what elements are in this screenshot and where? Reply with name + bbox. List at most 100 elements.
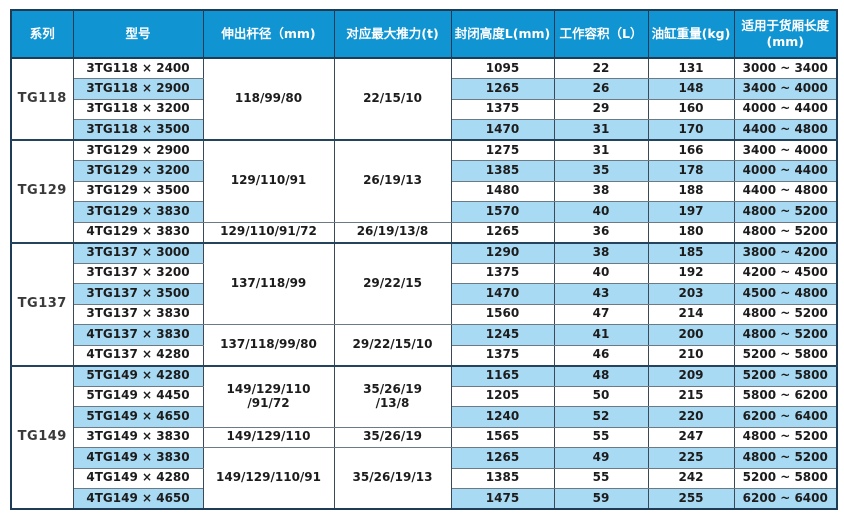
- table-row: 4TG137 × 3830 137/118/99/80 29/22/15/10 124…: [11, 324, 838, 366]
- cylinder-weight-cell: 242: [647, 467, 735, 489]
- cylinder-weight-cell: 210: [647, 344, 735, 366]
- working-volume-cell: 26: [553, 78, 649, 100]
- model-cell: 4TG137 × 3830: [72, 324, 204, 346]
- cylinder-weight-cell: 215: [647, 385, 735, 407]
- model-cell: 4TG149 × 4280: [72, 467, 204, 489]
- table-row: 3TG149 × 3830 149/129/110 35/26/19 1565 55 24…: [11, 426, 838, 448]
- column-header-model: 型号: [72, 10, 204, 59]
- box-length-cell: 5800 ~ 6200: [733, 385, 838, 407]
- model-cell: 3TG118 × 2400: [72, 57, 204, 79]
- working-volume-cell: 31: [553, 139, 649, 161]
- closed-height-cell: 1475: [450, 488, 555, 510]
- model-cell: 3TG118 × 3200: [72, 98, 204, 120]
- table-row: 3TG137 × 3830 1560 47 214 4800 ~ 5200: [11, 303, 838, 325]
- working-volume-cell: 48: [553, 364, 649, 387]
- closed-height-cell: 1265: [450, 447, 555, 469]
- box-length-cell: 4400 ~ 4800: [733, 180, 838, 202]
- cylinder-weight-cell: 214: [647, 303, 735, 325]
- working-volume-cell: 49: [553, 447, 649, 469]
- cylinder-weight-cell: 255: [647, 488, 735, 510]
- box-length-cell: 5200 ~ 5800: [733, 467, 838, 489]
- cylinder-weight-cell: 160: [647, 98, 735, 120]
- table-row: TG149 5TG149 × 4280 149/129/110/91/72 35/26…: [10, 364, 838, 510]
- table-row: 4TG149 × 4650 1475 59 255 6200 ~ 6400: [11, 488, 838, 510]
- working-volume-cell: 40: [553, 262, 649, 284]
- rod-diameter-cell: 149/129/110/91/72: [202, 364, 335, 428]
- working-volume-cell: 40: [553, 201, 649, 223]
- model-cell: 3TG149 × 3830: [72, 426, 204, 448]
- table-body: TG118 3TG118 × 2400 118/99/80 22/15/10 1095 2…: [10, 57, 838, 510]
- table-row: 5TG149 × 4650 1240 52 220 6200 ~ 6400: [11, 406, 838, 428]
- model-cell: 3TG137 × 3500: [72, 283, 204, 305]
- working-volume-cell: 43: [553, 283, 649, 305]
- cylinder-weight-cell: 192: [647, 262, 735, 284]
- max-thrust-cell: 35/26/19: [333, 426, 452, 448]
- column-header-thrust: 对应最大推力(t): [333, 10, 452, 59]
- rod-diameter-cell: 129/110/91: [202, 139, 335, 223]
- header-row: 系列 型号 伸出杆径（mm) 对应最大推力(t) 封闭高度L(mm) 工作容积（L） 油缸重…: [10, 10, 838, 59]
- cylinder-weight-cell: 170: [647, 119, 735, 141]
- working-volume-cell: 47: [553, 303, 649, 325]
- column-header-volume: 工作容积（L）: [553, 10, 649, 59]
- table-row: 3TG137 × 3500 1470 43 203 4500 ~ 4800: [11, 283, 838, 305]
- box-length-cell: 4800 ~ 5200: [733, 447, 838, 469]
- cylinder-weight-cell: 220: [647, 406, 735, 428]
- working-volume-cell: 46: [553, 344, 649, 366]
- closed-height-cell: 1275: [450, 139, 555, 161]
- closed-height-cell: 1095: [450, 57, 555, 79]
- table-row: TG118 3TG118 × 2400 118/99/80 22/15/10 1095 2…: [10, 57, 838, 141]
- closed-height-cell: 1265: [450, 78, 555, 100]
- closed-height-cell: 1375: [450, 262, 555, 284]
- series-cell: TG118: [10, 57, 74, 141]
- cylinder-weight-cell: 180: [647, 221, 735, 243]
- table-row: 3TG137 × 3200 1375 40 192 4200 ~ 4500: [11, 262, 838, 284]
- max-thrust-cell: 29/22/15/10: [333, 324, 452, 366]
- table-row: TG137 3TG137 × 3000 137/118/99 29/22/15 1290…: [10, 241, 838, 366]
- max-thrust-cell: 35/26/19/13/8: [333, 364, 452, 428]
- model-cell: 5TG149 × 4450: [72, 385, 204, 407]
- model-cell: 3TG118 × 3500: [72, 119, 204, 141]
- model-cell: 3TG129 × 3500: [72, 180, 204, 202]
- max-thrust-cell: 29/22/15: [333, 241, 452, 325]
- cylinder-weight-cell: 197: [647, 201, 735, 223]
- cylinder-weight-cell: 203: [647, 283, 735, 305]
- table-row: 4TG129 × 3830 129/110/91/72 26/19/13/8 1265…: [11, 221, 838, 243]
- model-cell: 4TG129 × 3830: [72, 221, 204, 243]
- model-cell: 3TG129 × 3830: [72, 201, 204, 223]
- box-length-cell: 6200 ~ 6400: [733, 488, 838, 510]
- working-volume-cell: 38: [553, 180, 649, 202]
- closed-height-cell: 1560: [450, 303, 555, 325]
- table-row: 3TG129 × 3200 1385 35 178 4000 ~ 4400: [11, 160, 838, 182]
- working-volume-cell: 55: [553, 467, 649, 489]
- table-row: TG129 3TG129 × 2900 129/110/91 26/19/13 1275…: [10, 139, 838, 243]
- column-header-weight: 油缸重量(kg): [647, 10, 735, 59]
- column-header-series: 系列: [10, 10, 74, 59]
- rod-diameter-cell: 129/110/91/72: [202, 221, 335, 243]
- box-length-cell: 3400 ~ 4000: [733, 78, 838, 100]
- table-row: 3TG118 × 2900 1265 26 148 3400 ~ 4000: [11, 78, 838, 100]
- table-row: 3TG118 × 3500 1470 31 170 4400 ~ 4800: [11, 119, 838, 141]
- table-row: 5TG149 × 4450 1205 50 215 5800 ~ 6200: [11, 385, 838, 407]
- box-length-cell: 4800 ~ 5200: [733, 426, 838, 448]
- series-cell: TG137: [10, 241, 74, 366]
- box-length-cell: 4800 ~ 5200: [733, 221, 838, 243]
- cylinder-weight-cell: 178: [647, 160, 735, 182]
- box-length-cell: 3000 ~ 3400: [733, 57, 838, 79]
- max-thrust-cell: 26/19/13/8: [333, 221, 452, 243]
- table-row: 3TG129 × 3830 1570 40 197 4800 ~ 5200: [11, 201, 838, 223]
- working-volume-cell: 22: [553, 57, 649, 79]
- working-volume-cell: 50: [553, 385, 649, 407]
- closed-height-cell: 1385: [450, 467, 555, 489]
- box-length-cell: 4800 ~ 5200: [733, 201, 838, 223]
- rod-diameter-cell: 118/99/80: [202, 57, 335, 141]
- spec-table: 系列 型号 伸出杆径（mm) 对应最大推力(t) 封闭高度L(mm) 工作容积（L） 油缸重…: [10, 9, 838, 510]
- closed-height-cell: 1375: [450, 98, 555, 120]
- box-length-cell: 4500 ~ 4800: [733, 283, 838, 305]
- table-row: 3TG129 × 3500 1480 38 188 4400 ~ 4800: [11, 180, 838, 202]
- box-length-cell: 6200 ~ 6400: [733, 406, 838, 428]
- working-volume-cell: 55: [553, 426, 649, 448]
- closed-height-cell: 1480: [450, 180, 555, 202]
- column-header-rod: 伸出杆径（mm): [202, 10, 335, 59]
- cylinder-weight-cell: 188: [647, 180, 735, 202]
